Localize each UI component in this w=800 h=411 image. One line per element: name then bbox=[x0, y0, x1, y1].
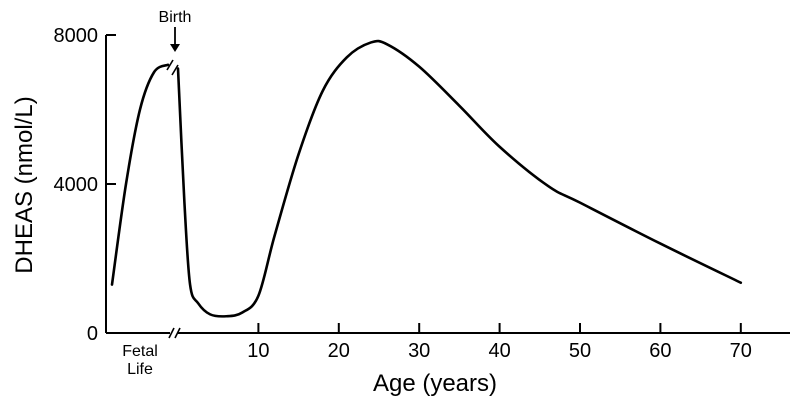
x-tick-label: 60 bbox=[649, 340, 671, 362]
x-axis-break-mark bbox=[168, 327, 181, 339]
birth-annotation: Birth bbox=[159, 9, 192, 52]
y-tick-label: 0 bbox=[87, 323, 98, 345]
y-axis-title: DHEAS (nmol/L) bbox=[11, 96, 38, 273]
x-tick-label: 10 bbox=[247, 340, 269, 362]
fetal-life-label-line-2: Life bbox=[127, 361, 153, 378]
axes bbox=[105, 35, 790, 339]
birth-label: Birth bbox=[159, 9, 192, 26]
y-tick-label: 4000 bbox=[54, 174, 99, 196]
fetal-life-label: Fetal Life bbox=[122, 343, 158, 378]
x-ticks: 10 20 30 40 50 60 70 bbox=[247, 323, 752, 362]
series-line-fetal-life bbox=[110, 63, 170, 286]
fetal-life-label-line-1: Fetal bbox=[122, 343, 158, 360]
y-ticks: 0 4000 8000 bbox=[54, 25, 116, 345]
x-tick-label: 20 bbox=[328, 340, 350, 362]
y-tick-label: 8000 bbox=[54, 25, 99, 47]
series-line-postnatal bbox=[176, 39, 743, 318]
x-axis-title: Age (years) bbox=[373, 370, 497, 397]
birth-arrow-head bbox=[170, 44, 180, 52]
curve-break-mark bbox=[166, 59, 179, 76]
series-layer bbox=[110, 39, 743, 318]
x-tick-label: 40 bbox=[488, 340, 510, 362]
x-tick-label: 70 bbox=[730, 340, 752, 362]
x-tick-label: 50 bbox=[569, 340, 591, 362]
x-tick-label: 30 bbox=[408, 340, 430, 362]
